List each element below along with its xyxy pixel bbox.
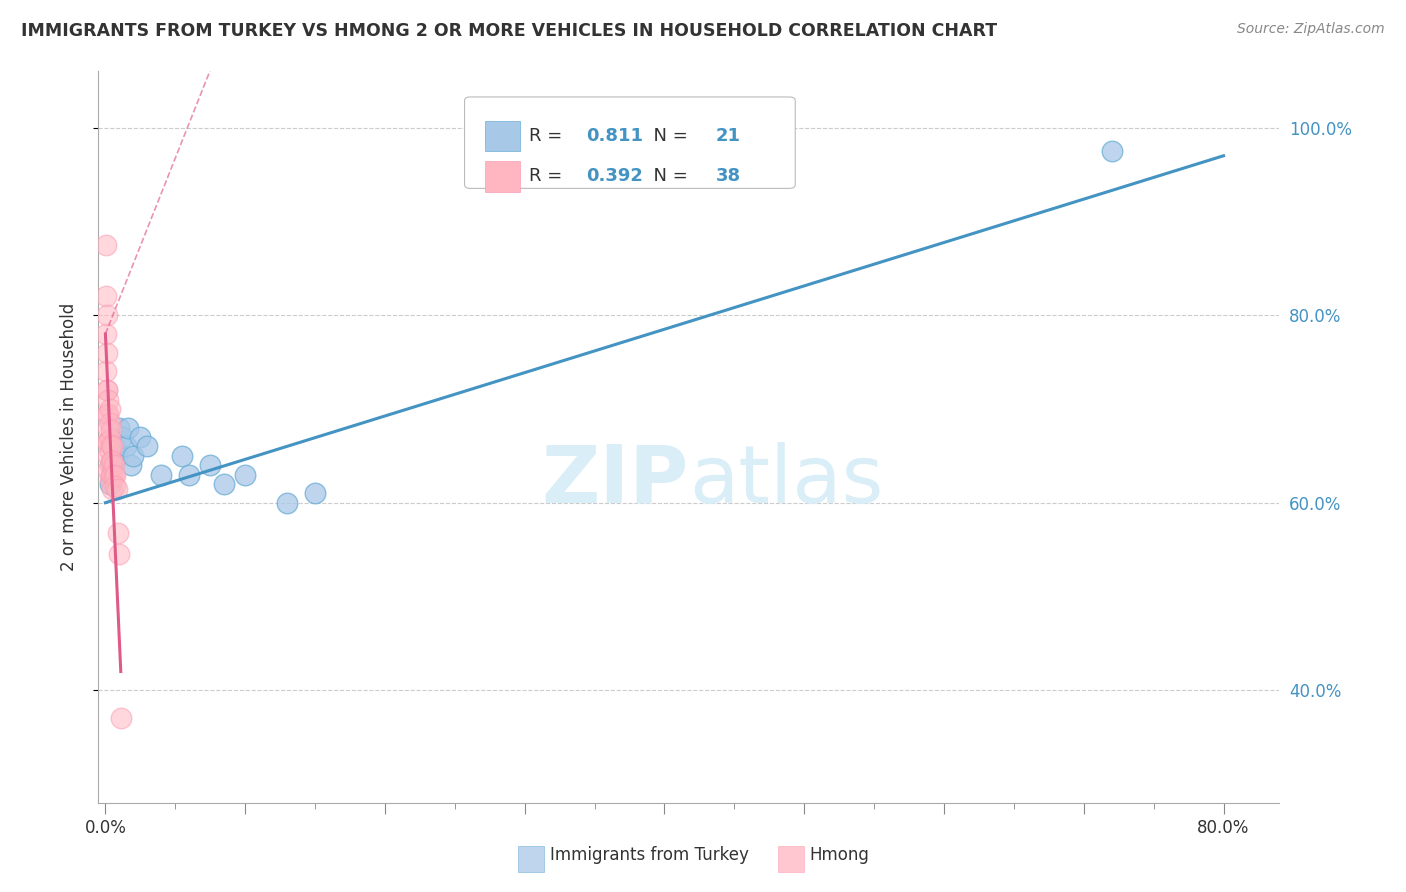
Point bbox=[233, 467, 256, 482]
Point bbox=[94, 237, 117, 252]
Point bbox=[304, 486, 326, 500]
Point bbox=[98, 444, 121, 458]
FancyBboxPatch shape bbox=[485, 161, 520, 192]
Point bbox=[179, 467, 201, 482]
Point bbox=[101, 453, 124, 467]
Text: 0.811: 0.811 bbox=[586, 127, 643, 145]
Point bbox=[96, 407, 118, 421]
Point bbox=[97, 463, 120, 477]
Text: 21: 21 bbox=[716, 127, 741, 145]
Point bbox=[117, 420, 139, 434]
Point bbox=[96, 308, 118, 322]
Point bbox=[136, 440, 159, 454]
Point bbox=[129, 430, 152, 444]
Point bbox=[97, 407, 120, 421]
Point bbox=[98, 432, 121, 446]
Point bbox=[108, 420, 131, 434]
Text: R =: R = bbox=[530, 168, 568, 186]
Point bbox=[96, 345, 118, 359]
Point bbox=[172, 449, 194, 463]
Point bbox=[103, 458, 125, 473]
Point bbox=[100, 437, 122, 451]
Point bbox=[94, 289, 117, 303]
FancyBboxPatch shape bbox=[517, 846, 544, 871]
Point bbox=[108, 547, 131, 561]
Point bbox=[100, 467, 122, 482]
Point bbox=[98, 401, 121, 416]
Point bbox=[98, 416, 121, 430]
Point bbox=[97, 449, 120, 463]
Point bbox=[110, 711, 132, 725]
Point bbox=[120, 458, 142, 473]
FancyBboxPatch shape bbox=[464, 97, 796, 188]
Point bbox=[96, 383, 118, 397]
Text: atlas: atlas bbox=[689, 442, 883, 520]
Text: 38: 38 bbox=[716, 168, 741, 186]
Point bbox=[98, 458, 121, 473]
Point bbox=[101, 458, 124, 473]
Point bbox=[1101, 144, 1123, 158]
Text: N =: N = bbox=[641, 127, 693, 145]
Point bbox=[94, 326, 117, 341]
Text: Immigrants from Turkey: Immigrants from Turkey bbox=[550, 847, 748, 864]
Point bbox=[105, 449, 128, 463]
Point bbox=[150, 467, 173, 482]
Text: R =: R = bbox=[530, 127, 568, 145]
Point bbox=[96, 383, 118, 397]
Text: N =: N = bbox=[641, 168, 693, 186]
Point bbox=[122, 449, 145, 463]
Point bbox=[276, 496, 298, 510]
Point bbox=[100, 423, 122, 437]
Point bbox=[107, 525, 129, 540]
Text: Source: ZipAtlas.com: Source: ZipAtlas.com bbox=[1237, 22, 1385, 37]
Point bbox=[97, 434, 120, 449]
Point bbox=[104, 440, 127, 454]
Text: ZIP: ZIP bbox=[541, 442, 689, 520]
Point bbox=[101, 440, 124, 454]
Text: IMMIGRANTS FROM TURKEY VS HMONG 2 OR MORE VEHICLES IN HOUSEHOLD CORRELATION CHAR: IMMIGRANTS FROM TURKEY VS HMONG 2 OR MOR… bbox=[21, 22, 997, 40]
Point bbox=[97, 392, 120, 407]
Point bbox=[115, 440, 138, 454]
Point bbox=[100, 453, 122, 467]
Point bbox=[104, 467, 127, 482]
Point bbox=[105, 482, 128, 496]
Point bbox=[104, 479, 127, 493]
Point bbox=[111, 430, 134, 444]
Point bbox=[94, 364, 117, 378]
Point bbox=[101, 467, 124, 482]
FancyBboxPatch shape bbox=[778, 846, 803, 871]
Text: Hmong: Hmong bbox=[810, 847, 869, 864]
Point bbox=[98, 477, 121, 491]
Point bbox=[98, 472, 121, 486]
Text: 0.392: 0.392 bbox=[586, 168, 643, 186]
Y-axis label: 2 or more Vehicles in Household: 2 or more Vehicles in Household bbox=[59, 303, 77, 571]
Point bbox=[212, 477, 235, 491]
Point bbox=[101, 482, 124, 496]
FancyBboxPatch shape bbox=[485, 120, 520, 152]
Point bbox=[200, 458, 222, 473]
Point bbox=[97, 420, 120, 434]
Point bbox=[96, 434, 118, 449]
Point bbox=[103, 469, 125, 483]
